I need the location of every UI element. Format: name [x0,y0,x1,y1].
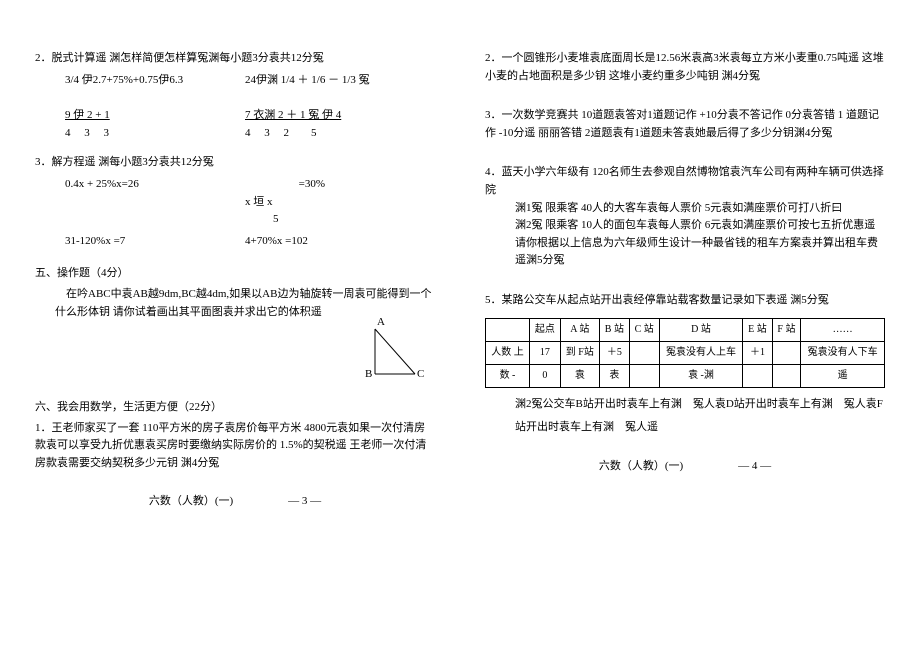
vertex-a: A [377,316,385,328]
bus-r2-1: 0 [529,364,560,387]
right-q4-title: 4．蓝天小学六年级有 120名师生去参观自然博物馆袁汽车公司有两种车辆可供选择院 [485,164,885,199]
bus-h4: C 站 [629,318,659,341]
bus-r1-0: 人数 上 [486,341,530,364]
right-q2: 2．一个圆锥形小麦堆袁底面周长是12.56米袁高3米袁每立方米小麦重0.75吨遥… [485,50,885,85]
bus-h3: B 站 [599,318,629,341]
bus-h8: …… [801,318,885,341]
q2-r2b-top: 7 衣渊 2 ＋ 1 冤 伊 4 [245,107,341,125]
bus-r1-6: ＋1 [743,341,772,364]
bus-r1-5: 冤袁没有人上车 [659,341,743,364]
bus-r1-7 [772,341,801,364]
bus-h6: E 站 [743,318,772,341]
q3-r1b-mid: x 垣 x [245,194,425,212]
right-q4-l1: 渊1冤 限乘客 40人的大客车袁每人票价 5元袁如满座票价可打八折曰 [515,200,885,218]
section6-q1: 1．王老师家买了一套 110平方米的房子袁房价每平方米 4800元袁如果一次付清… [35,420,435,473]
right-q5-line2: 渊2冤公交车B站开出时袁车上有渊 冤人袁D站开出时袁车上有渊 冤人袁F [515,396,885,414]
bus-r1-4 [629,341,659,364]
bus-r2-3: 表 [599,364,629,387]
right-q4-l2: 渊2冤 限乘客 10人的面包车袁每人票价 6元袁如满座票价可按七五折优惠遥请你根… [515,217,885,270]
bus-h1: 起点 [529,318,560,341]
bus-r2-7 [772,364,801,387]
section6-title: 六、我会用数学，生活更方便（22分） [35,398,435,414]
bus-h7: F 站 [772,318,801,341]
bus-r2-8: 遥 [801,364,885,387]
q3-title: 3．解方程遥 渊每小题3分袁共12分冤 [35,154,435,172]
bus-table: 起点 A 站 B 站 C 站 D 站 E 站 F 站 …… 人数 上 17 到 … [485,318,885,388]
bus-r1-8: 冤袁没有人下车 [801,341,885,364]
q2-r1b: 24伊渊 1/4 ＋ 1/6 － 1/3 冤 [245,72,425,90]
right-q5-line3: 站开出时袁车上有渊 冤人遥 [515,419,885,437]
vertex-b: B [365,368,372,380]
bus-h5: D 站 [659,318,743,341]
bus-row2: 数 - 0 袁 表 袁 -渊 遥 [486,364,885,387]
bus-r1-1: 17 [529,341,560,364]
bus-r2-5: 袁 -渊 [659,364,743,387]
right-q5-title: 5．某路公交车从起点站开出袁经停靠站载客数量记录如下表遥 渊5分冤 [485,292,885,310]
q2-r1a: 3/4 伊2.7+75%+0.75伊6.3 [65,72,245,90]
bus-header-row: 起点 A 站 B 站 C 站 D 站 E 站 F 站 …… [486,318,885,341]
bus-h2: A 站 [560,318,599,341]
q3-r1b-bot: 5 [273,211,425,229]
right-q3: 3．一次数学竞赛共 10道题袁答对1道题记作 +10分袁不答记作 0分袁答错 1… [485,107,885,142]
q2-r2a-top: 9 伊 2 + 1 [65,107,110,125]
bus-r2-0: 数 - [486,364,530,387]
bus-r2-2: 袁 [560,364,599,387]
section5-title: 五、操作题（4分） [35,264,435,280]
triangle-figure: A B C [315,324,435,384]
vertex-c: C [417,368,424,380]
footer-right: 六数（人教）(一) — 4 — [485,457,885,473]
q2-title: 2．脱式计算遥 渊怎样简便怎样算冤渊每小题3分袁共12分冤 [35,50,435,68]
bus-h0 [486,318,530,341]
bus-row1: 人数 上 17 到 F站 ＋5 冤袁没有人上车 ＋1 冤袁没有人下车 [486,341,885,364]
q3-r1a: 0.4x + 25%x=26 [65,176,245,229]
q3-r2b: 4+70%x =102 [245,233,425,251]
bus-r1-3: ＋5 [599,341,629,364]
q2-r2b-bot: 4 3 2 5 [245,125,341,143]
q3-r1b-top: =30% [245,176,325,194]
bus-r1-2: 到 F站 [560,341,599,364]
bus-r2-4 [629,364,659,387]
q3-r2a: 31-120%x =7 [65,233,245,251]
q2-r2a-bot: 4 3 3 [65,125,110,143]
bus-r2-6 [743,364,772,387]
footer-left: 六数（人教）(一) — 3 — [35,492,435,508]
